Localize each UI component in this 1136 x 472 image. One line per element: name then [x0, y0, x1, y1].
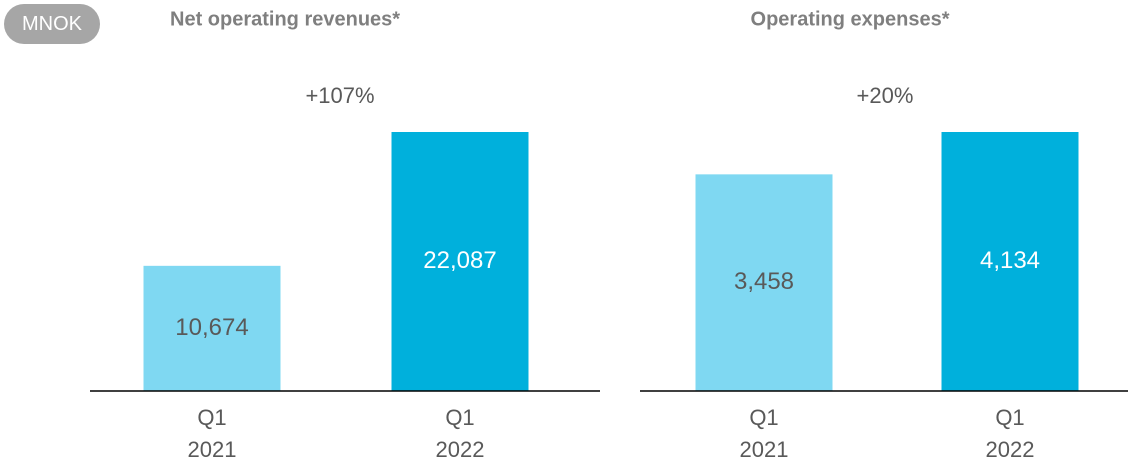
value-label: 22,087 [423, 247, 496, 274]
annotation: +107% [305, 83, 374, 108]
x-tick-label: Q1 2022 [985, 405, 1035, 462]
value-label: 3,458 [734, 268, 794, 295]
value-label: 4,134 [980, 247, 1040, 274]
unit-badge: MNOK [4, 4, 100, 44]
x-tick-label: Q1 2021 [187, 405, 237, 462]
bar [941, 132, 1079, 391]
x-tick-label: Q1 2021 [739, 405, 789, 462]
value-label: 10,674 [175, 314, 248, 341]
x-tick-label: Q1 2022 [435, 405, 485, 462]
chart-title: Net operating revenues* [170, 8, 400, 30]
bar [143, 265, 281, 391]
annotation: +20% [857, 83, 914, 108]
bar [695, 174, 833, 391]
bar [391, 132, 529, 391]
chart-title: Operating expenses* [751, 8, 950, 30]
